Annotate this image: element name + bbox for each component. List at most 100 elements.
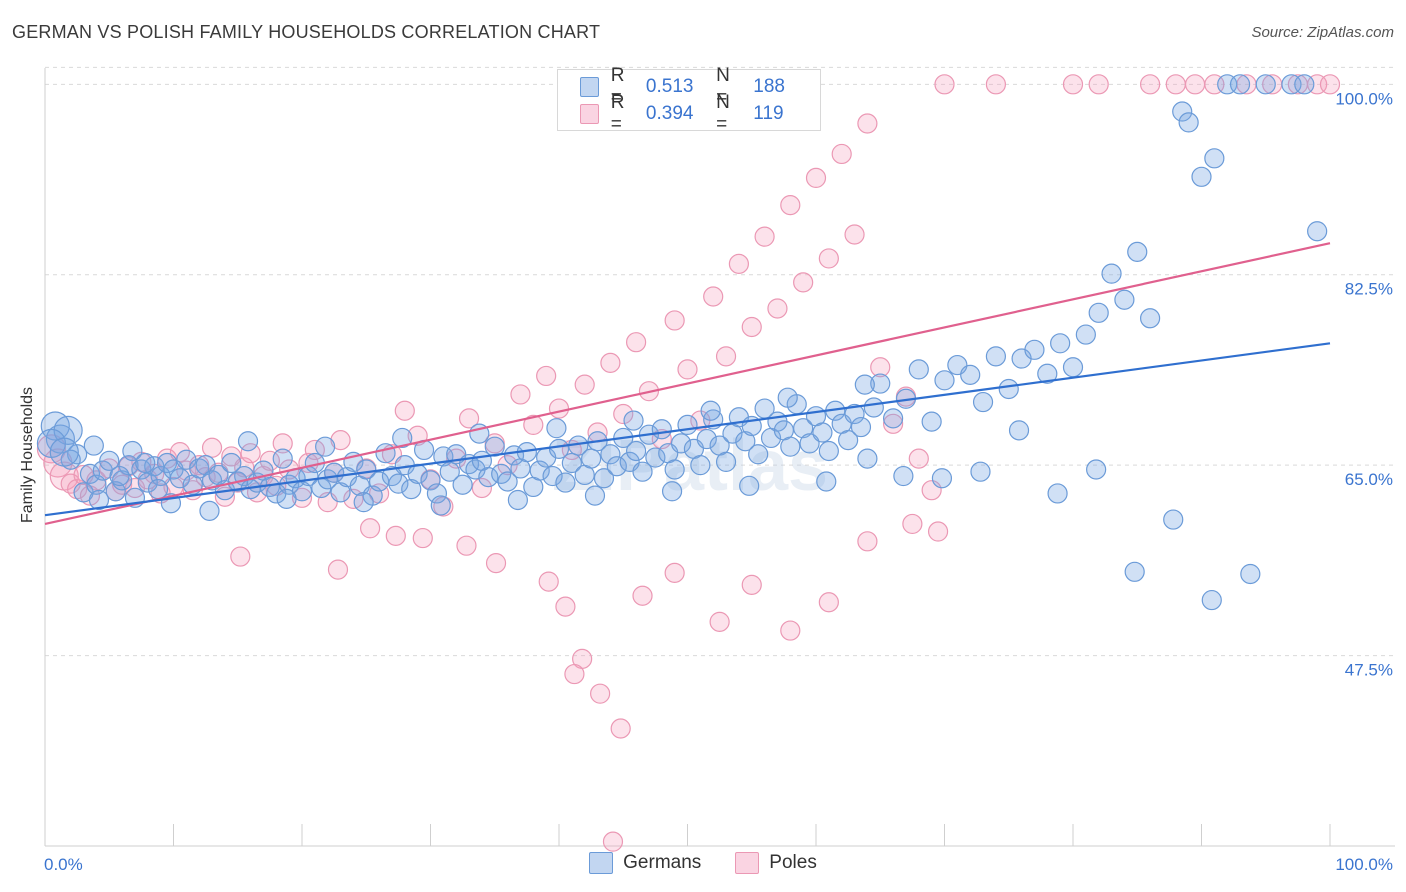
pole-point	[1319, 74, 1341, 95]
german-point	[79, 463, 101, 484]
pole-point	[510, 384, 531, 405]
german-point	[972, 391, 994, 413]
german-point	[606, 456, 627, 477]
german-point	[854, 374, 875, 395]
german-point	[921, 411, 942, 432]
stats-legend: R = 0.513 N = 188 R = 0.394 N = 119	[557, 65, 823, 135]
german-point	[484, 436, 505, 457]
german-point	[593, 468, 615, 489]
german-point	[812, 422, 833, 443]
pole-point	[564, 663, 585, 685]
german-point	[863, 397, 884, 418]
pole-point	[613, 403, 634, 425]
legend-r-value: 0.394	[645, 103, 694, 124]
legend-row-poles: R = 0.394 N = 119	[580, 92, 823, 135]
pole-point	[555, 596, 576, 617]
pole-point	[805, 167, 827, 188]
pole-point	[471, 477, 492, 499]
german-point	[664, 459, 685, 480]
german-point	[1114, 289, 1135, 310]
german-point	[696, 428, 717, 450]
german-point	[882, 408, 904, 429]
german-point	[960, 364, 981, 385]
pole-point	[201, 437, 223, 458]
german-point	[1024, 339, 1045, 360]
german-point	[83, 435, 104, 456]
german-point	[388, 473, 409, 494]
pole-point	[385, 525, 406, 546]
y-tick-label: 82.5%	[1345, 280, 1393, 299]
german-point	[542, 465, 563, 487]
legend-label-poles: Poles	[769, 852, 817, 873]
german-point	[1008, 420, 1030, 441]
german-point	[838, 430, 859, 451]
german-point	[1062, 357, 1084, 378]
german-point	[375, 443, 396, 464]
german-point	[208, 464, 229, 486]
german-point	[625, 440, 647, 462]
german-point	[548, 438, 570, 459]
pole-point	[221, 446, 242, 467]
pole-point	[818, 592, 839, 613]
german-point	[356, 459, 377, 480]
german-point	[799, 433, 820, 454]
german-point	[677, 414, 698, 436]
pole-point	[715, 346, 737, 367]
series-legend: Germans Poles	[0, 852, 1406, 874]
german-point	[546, 418, 567, 439]
pole-point	[908, 448, 929, 469]
german-point	[276, 488, 297, 509]
german-point	[739, 475, 760, 496]
pole-point	[741, 316, 762, 338]
german-point	[970, 461, 991, 482]
german-point	[122, 440, 143, 462]
pole-point	[1062, 74, 1084, 95]
german-point	[452, 474, 473, 495]
pole-point	[240, 443, 261, 464]
german-point	[777, 387, 798, 408]
pole-point	[818, 248, 839, 269]
pole-point	[857, 113, 878, 134]
pole-point	[456, 535, 477, 556]
chart-title: GERMAN VS POLISH FAMILY HOUSEHOLDS CORRE…	[12, 22, 601, 42]
german-point	[503, 445, 525, 466]
pole-point	[831, 143, 852, 165]
pole-point	[1165, 74, 1186, 95]
pole-point	[259, 450, 280, 471]
german-point	[529, 460, 550, 481]
german-point	[600, 444, 621, 465]
german-point	[581, 448, 602, 469]
pole-point	[600, 352, 621, 373]
legend-r-value: 0.513	[645, 76, 694, 97]
german-point	[934, 370, 955, 391]
legend-swatch-poles	[580, 104, 599, 124]
german-point	[715, 451, 737, 472]
y-tick-label: 47.5%	[1345, 661, 1393, 680]
y-tick-label: 65.0%	[1345, 470, 1393, 489]
german-point	[818, 440, 839, 462]
german-point	[700, 400, 721, 421]
german-point	[147, 478, 169, 500]
pole-point	[902, 513, 923, 535]
x-tick-label: 0.0%	[44, 855, 83, 874]
german-point	[60, 449, 81, 470]
pole-point	[767, 298, 788, 319]
german-point	[1101, 263, 1122, 284]
german-point	[1139, 308, 1161, 329]
german-point	[793, 418, 814, 439]
german-point	[748, 444, 769, 465]
pole-point	[610, 718, 631, 739]
german-point	[1240, 563, 1261, 585]
germans-trend-line	[44, 342, 1331, 517]
legend-row-germans: R = 0.513 N = 188	[580, 65, 823, 108]
y-tick-label: 100.0%	[1335, 89, 1393, 108]
pole-point	[523, 414, 544, 436]
pole-point	[538, 571, 559, 592]
pole-point	[754, 226, 775, 247]
german-point	[1088, 302, 1109, 323]
german-point	[561, 452, 582, 474]
pole-point	[291, 487, 313, 508]
pole-point	[677, 359, 698, 380]
german-point	[735, 431, 756, 452]
german-point	[199, 500, 220, 521]
